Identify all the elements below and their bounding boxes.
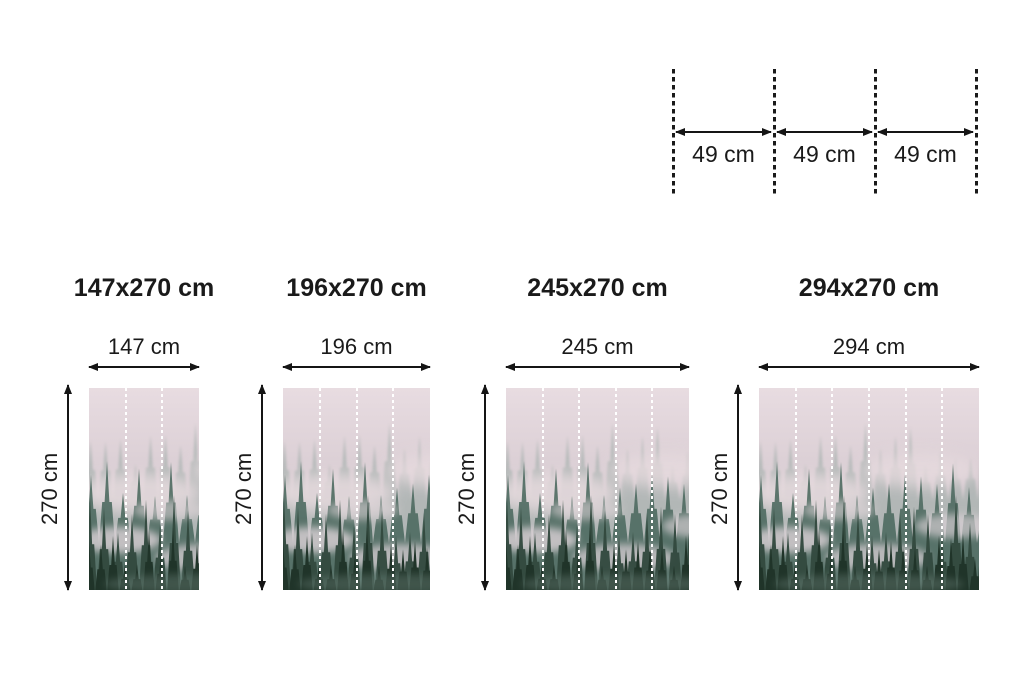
width-dimension-label: 245 cm <box>561 334 634 359</box>
panel-divider-line <box>392 388 395 590</box>
mural-preview-image <box>283 388 430 590</box>
panel-divider-line <box>794 388 797 590</box>
width-dimension-arrow <box>505 363 690 371</box>
panel-width-arrow <box>877 128 974 136</box>
panel-divider-dashed-line <box>672 69 675 196</box>
height-dimension-label: 270 cm <box>707 452 732 526</box>
panel-width-label: 49 cm <box>793 141 856 167</box>
panel-divider-line <box>124 388 127 590</box>
panel-divider-line <box>614 388 617 590</box>
height-dimension-label: 270 cm <box>37 452 62 526</box>
panel-width-label: 49 cm <box>692 141 755 167</box>
height-dimension-arrow <box>734 384 742 591</box>
panel-divider-line <box>904 388 907 590</box>
height-dimension-arrow <box>258 384 266 591</box>
height-dimension-arrow <box>481 384 489 591</box>
panel-divider-dashed-line <box>874 69 877 196</box>
panel-divider-line <box>651 388 654 590</box>
panel-divider-line <box>355 388 358 590</box>
panel-width-arrow <box>776 128 873 136</box>
panel-divider-dashed-line <box>975 69 978 196</box>
mural-preview-image <box>506 388 689 590</box>
height-dimension-arrow <box>64 384 72 591</box>
panel-width-arrow <box>675 128 772 136</box>
width-dimension-arrow <box>88 363 200 371</box>
height-dimension-label: 270 cm <box>231 452 256 526</box>
size-title: 294x270 cm <box>798 274 940 302</box>
width-dimension-label: 294 cm <box>832 334 906 359</box>
width-dimension-label: 196 cm <box>320 334 393 359</box>
panel-divider-dashed-line <box>773 69 776 196</box>
mural-preview-image <box>759 388 979 590</box>
width-dimension-arrow <box>758 363 980 371</box>
width-dimension-arrow <box>282 363 431 371</box>
width-dimension-label: 147 cm <box>107 334 181 359</box>
size-title: 245x270 cm <box>527 274 668 302</box>
size-title: 147x270 cm <box>73 274 215 302</box>
panel-divider-line <box>578 388 581 590</box>
panel-divider-line <box>318 388 321 590</box>
height-dimension-label: 270 cm <box>454 452 479 526</box>
panel-divider-line <box>831 388 834 590</box>
panel-divider-line <box>941 388 944 590</box>
size-title: 196x270 cm <box>286 274 427 302</box>
mural-preview-image <box>89 388 199 590</box>
panel-divider-line <box>541 388 544 590</box>
panel-width-label: 49 cm <box>894 141 957 167</box>
panel-divider-line <box>868 388 870 590</box>
panel-divider-line <box>161 388 164 590</box>
